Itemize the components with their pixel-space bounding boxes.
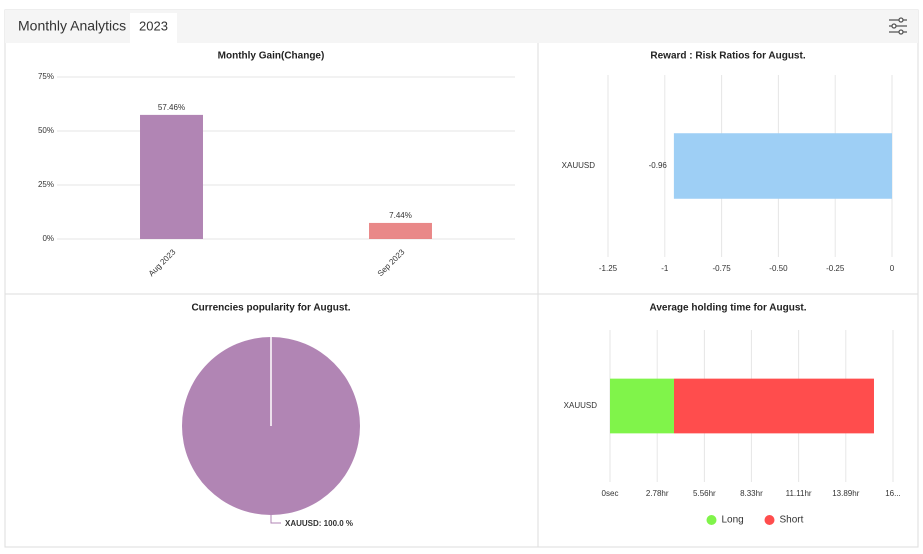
year-tab-bg [130, 13, 177, 43]
y-tick-label: 25% [38, 180, 54, 189]
x-tick-label: -1.25 [599, 264, 618, 273]
x-tick-label: 8.33hr [740, 489, 763, 498]
bar [673, 133, 892, 199]
chart-title: Monthly Gain(Change) [218, 51, 325, 62]
y-tick-label: XAUUSD [562, 161, 596, 170]
y-tick-label: 75% [38, 72, 54, 81]
bar-segment [610, 378, 675, 434]
x-tick-label: 16... [885, 489, 901, 498]
chart-title: Average holding time for August. [649, 303, 806, 314]
bar [140, 114, 203, 239]
y-tick-label: 50% [38, 126, 54, 135]
x-tick-label: 11.11hr [786, 489, 812, 498]
x-tick-label: 0 [890, 264, 895, 273]
x-tick-label: -0.75 [712, 264, 731, 273]
x-tick-label: 0sec [602, 489, 619, 498]
y-tick-label: 0% [42, 234, 54, 243]
bar [369, 222, 432, 239]
frame [4, 9, 919, 548]
x-tick-label: 5.56hr [693, 489, 716, 498]
x-tick-label: 13.89hr [832, 489, 859, 498]
chart-title: Currencies popularity for August. [191, 303, 350, 314]
data-label: XAUUSD: 100.0 % [285, 519, 353, 528]
x-tick-label: -0.50 [769, 264, 788, 273]
leader-line [270, 515, 281, 524]
bar-segment [674, 378, 874, 434]
legend-label: Long [722, 515, 744, 526]
data-label: -0.96 [649, 161, 668, 170]
x-tick-label: -0.25 [826, 264, 845, 273]
legend-label: Short [780, 515, 804, 526]
chart-title: Reward : Risk Ratios for August. [650, 51, 805, 62]
x-tick-label: -1 [661, 264, 669, 273]
legend-swatch [764, 515, 775, 525]
settings-icon[interactable] [889, 17, 907, 35]
x-tick-label: 2.78hr [646, 489, 669, 498]
year-tab[interactable]: 2023 [139, 18, 168, 33]
data-label: 57.46% [158, 103, 185, 112]
data-label: 7.44% [389, 211, 412, 220]
y-tick-label: XAUUSD [564, 401, 598, 410]
legend-swatch [706, 515, 717, 525]
header-title[interactable]: Monthly Analytics [18, 18, 126, 34]
